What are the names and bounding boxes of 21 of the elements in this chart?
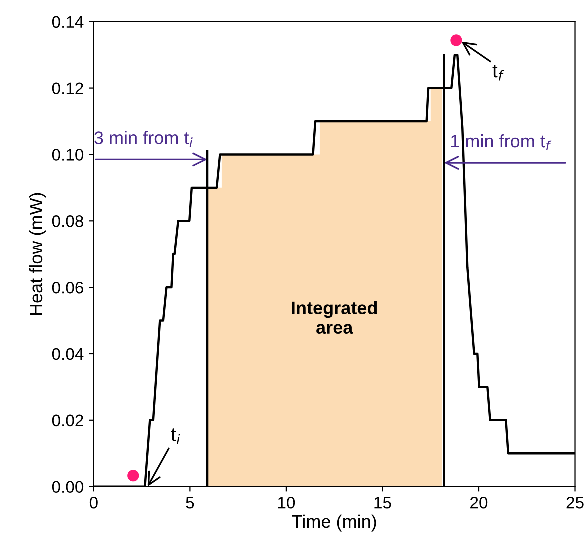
x-tick-label: 5 bbox=[186, 497, 194, 509]
y-tick-label: 0.04 bbox=[52, 348, 84, 360]
y-tick-label: 0.06 bbox=[52, 282, 84, 294]
x-tick-label: 25 bbox=[566, 496, 584, 509]
x-tick-label: 10 bbox=[278, 496, 296, 509]
x-axis-title: Time (min) bbox=[292, 514, 376, 532]
y-tick-label: 0.12 bbox=[52, 82, 84, 95]
annotation: Integrated area bbox=[292, 301, 378, 334]
x-tick-label: 15 bbox=[374, 497, 392, 509]
y-tick-label: 0.14 bbox=[52, 16, 84, 28]
y-axis-title: Heat flow (mW) bbox=[29, 193, 46, 316]
y-tick-label: 0.10 bbox=[52, 149, 84, 161]
annotation: t$_{f}$ bbox=[492, 64, 505, 81]
y-tick-label: 0.02 bbox=[52, 414, 84, 427]
y-tick-label: 0.08 bbox=[52, 216, 84, 228]
x-tick-label: 20 bbox=[470, 496, 488, 509]
annotation: 3 min from t$_{i}$ bbox=[94, 131, 193, 148]
y-tick-label: 0.00 bbox=[52, 481, 84, 494]
annotation: 1 min from t$_{f}$ bbox=[451, 134, 552, 151]
x-tick-label: 0 bbox=[90, 496, 98, 509]
annotation: t$_{i}$ bbox=[171, 428, 180, 444]
